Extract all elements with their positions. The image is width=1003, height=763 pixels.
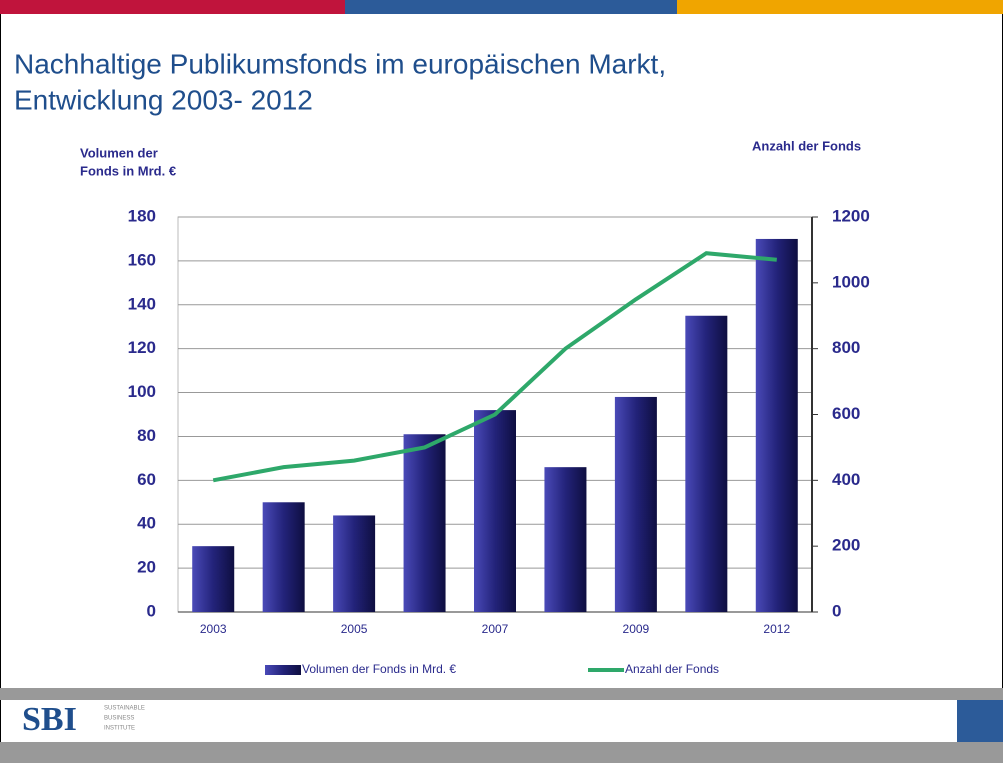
footer-bottom <box>0 742 1003 763</box>
top-bar-blue <box>345 0 677 14</box>
bar <box>544 467 587 612</box>
bar <box>192 546 235 612</box>
x-tick-label: 2012 <box>763 622 790 636</box>
y-tick-label: 180 <box>128 206 156 225</box>
y2-tick-label: 1200 <box>832 206 870 225</box>
line <box>212 251 777 483</box>
y-tick-label: 0 <box>147 601 156 620</box>
y2-tick-label: 200 <box>832 536 860 555</box>
y-tick-label: 160 <box>128 250 156 269</box>
y2-tick-label: 600 <box>832 404 860 423</box>
y2-tick-label: 1000 <box>832 272 870 291</box>
x-tick-label: 2005 <box>341 622 368 636</box>
bar <box>403 434 446 612</box>
y2-tick-label: 400 <box>832 470 860 489</box>
top-bar-orange <box>677 0 1003 14</box>
logo: SBI <box>22 701 77 738</box>
logo-text: BUSINESS <box>104 716 134 722</box>
y-tick-label: 120 <box>128 338 156 357</box>
legend-label: Anzahl der Fonds <box>625 662 719 676</box>
legend-label: Volumen der Fonds in Mrd. € <box>302 662 456 676</box>
y-tick-label: 60 <box>137 470 156 489</box>
x-tick-label: 2007 <box>482 622 509 636</box>
y2-axis-label: Anzahl der Fonds <box>752 138 861 153</box>
bar <box>333 515 376 612</box>
legend-swatch <box>265 665 301 675</box>
footer-bar <box>0 688 1003 700</box>
logo-text: INSTITUTE <box>104 726 135 732</box>
logo-text: SUSTAINABLE <box>104 706 145 712</box>
chart-title: Entwicklung 2003- 2012 <box>14 84 313 115</box>
y-axis-label: Volumen der <box>80 145 158 160</box>
bar <box>755 238 798 612</box>
y-tick-label: 80 <box>137 426 156 445</box>
y-axis-label: Fonds in Mrd. € <box>80 163 176 178</box>
y-tick-label: 20 <box>137 558 156 577</box>
footer-square <box>957 700 1003 742</box>
bar <box>474 410 516 612</box>
y-tick-label: 40 <box>137 514 156 533</box>
bar <box>614 396 657 612</box>
y2-tick-label: 800 <box>832 338 860 357</box>
bar <box>685 315 728 612</box>
y-tick-label: 100 <box>128 382 156 401</box>
top-bar-red <box>0 0 345 14</box>
y2-tick-label: 0 <box>832 601 841 620</box>
bar <box>262 502 305 612</box>
x-tick-label: 2003 <box>200 622 227 636</box>
x-tick-label: 2009 <box>623 622 650 636</box>
y-tick-label: 140 <box>128 294 156 313</box>
chart-title: Nachhaltige Publikumsfonds im europäisch… <box>14 48 666 79</box>
